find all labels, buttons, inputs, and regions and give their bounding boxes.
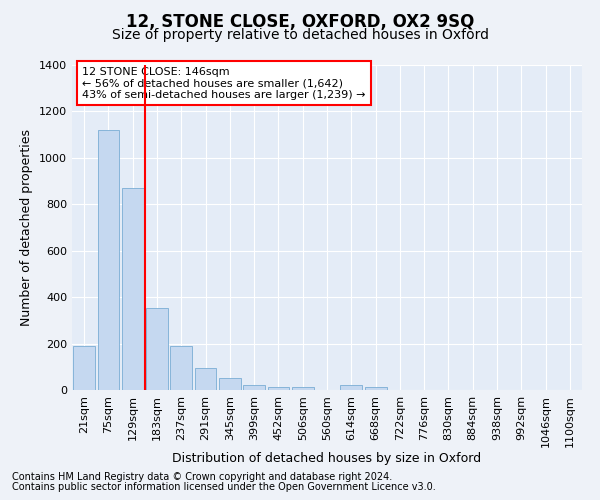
Text: 12 STONE CLOSE: 146sqm
← 56% of detached houses are smaller (1,642)
43% of semi-: 12 STONE CLOSE: 146sqm ← 56% of detached… [82,66,366,100]
Bar [243,386,265,390]
Bar [340,386,362,390]
Bar [268,386,289,390]
Bar [365,386,386,390]
Bar [194,368,217,390]
Bar [73,346,95,390]
Text: Contains HM Land Registry data © Crown copyright and database right 2024.: Contains HM Land Registry data © Crown c… [12,472,392,482]
Text: Size of property relative to detached houses in Oxford: Size of property relative to detached ho… [112,28,488,42]
Bar [292,386,314,390]
X-axis label: Distribution of detached houses by size in Oxford: Distribution of detached houses by size … [172,452,482,466]
Text: Contains public sector information licensed under the Open Government Licence v3: Contains public sector information licen… [12,482,436,492]
Bar [219,378,241,390]
Y-axis label: Number of detached properties: Number of detached properties [20,129,34,326]
Text: 12, STONE CLOSE, OXFORD, OX2 9SQ: 12, STONE CLOSE, OXFORD, OX2 9SQ [126,12,474,30]
Bar [122,188,143,390]
Bar [97,130,119,390]
Bar [146,308,168,390]
Bar [170,346,192,390]
